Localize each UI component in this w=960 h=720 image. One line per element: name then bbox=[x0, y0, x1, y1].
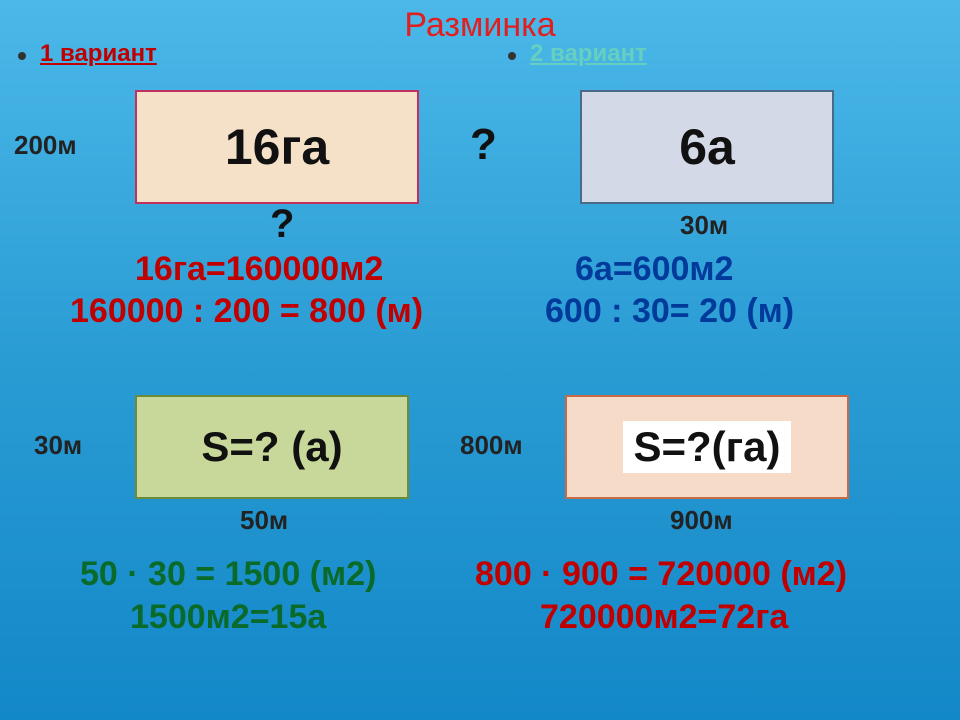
calc-16ha-div: 160000 : 200 = 800 (м) bbox=[70, 292, 423, 331]
box-16ha-label: 16га bbox=[225, 118, 329, 176]
dim-900m: 900м bbox=[670, 505, 733, 536]
box-sha-label: S=?(га) bbox=[623, 421, 790, 473]
box-area-6a: 6а bbox=[580, 90, 834, 204]
box-area-sha: S=?(га) bbox=[565, 395, 849, 499]
dim-qmark-left: ? bbox=[270, 202, 294, 247]
box-6a-label: 6а bbox=[679, 118, 735, 176]
calc-50x30: 50 · 30 = 1500 (м2) bbox=[80, 555, 376, 594]
box-area-sa: S=? (a) bbox=[135, 395, 409, 499]
dim-qmark-right: ? bbox=[470, 120, 497, 170]
dim-30m-bottom: 30м bbox=[34, 430, 82, 461]
calc-6a-div: 600 : 30= 20 (м) bbox=[545, 292, 794, 331]
calc-1500-conv: 1500м2=15а bbox=[130, 598, 326, 637]
dim-30m-top: 30м bbox=[680, 210, 728, 241]
calc-720000-conv: 720000м2=72га bbox=[540, 598, 788, 637]
dim-800m: 800м bbox=[460, 430, 523, 461]
bullet-variant-1 bbox=[18, 52, 26, 60]
variant-2-label: 2 вариант bbox=[530, 40, 647, 68]
dim-50m: 50м bbox=[240, 505, 288, 536]
calc-16ha-conv: 16га=160000м2 bbox=[135, 250, 383, 289]
title-text: Разминка bbox=[404, 6, 555, 44]
calc-6a-conv: 6а=600м2 bbox=[575, 250, 733, 289]
calc-800x900: 800 · 900 = 720000 (м2) bbox=[475, 555, 847, 594]
variant-1-label: 1 вариант bbox=[40, 40, 157, 68]
dim-200m: 200м bbox=[14, 130, 77, 161]
bullet-variant-2 bbox=[508, 52, 516, 60]
box-sa-label: S=? (a) bbox=[201, 423, 342, 471]
box-area-16ha: 16га bbox=[135, 90, 419, 204]
